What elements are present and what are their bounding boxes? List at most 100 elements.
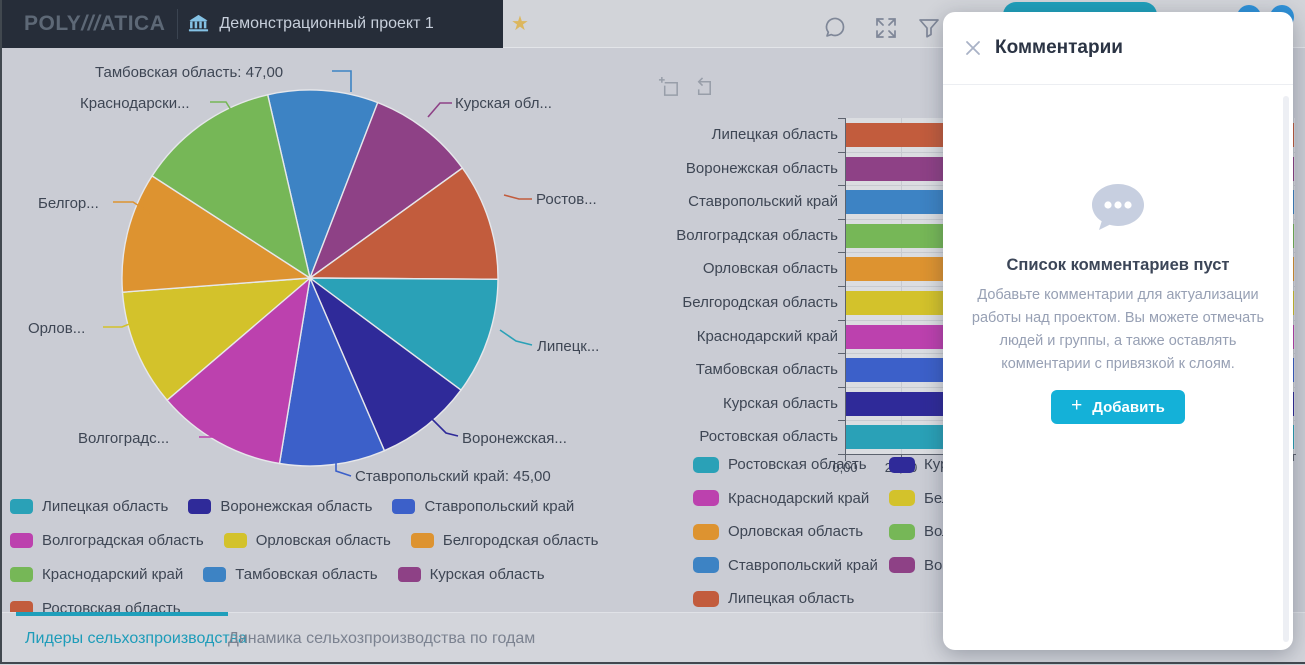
legend-item[interactable]: Краснодарский край <box>10 566 183 583</box>
pie-callout-line <box>499 329 533 346</box>
pie-callout-label: Волгоградс... <box>78 430 170 447</box>
bar-chart-toolbar <box>658 76 715 99</box>
pie-callout-line <box>431 418 459 437</box>
axis-tick <box>838 386 845 388</box>
empty-state-text: Добавьте комментарии для актуализации ра… <box>971 287 1265 372</box>
bar-category-label: Волгоградская область <box>676 226 838 244</box>
project-block: POLY///ATICA Демонстрационный проект 1 <box>0 0 503 48</box>
gridline <box>1293 118 1294 454</box>
legend-swatch <box>10 498 33 514</box>
pie-legend-row: Волгоградская область Орловская область Бе… <box>10 523 598 557</box>
legend-item[interactable]: Липецкая область <box>693 590 854 607</box>
legend-item[interactable]: Белгородская область <box>410 532 598 549</box>
legend-item[interactable]: Ростовская область <box>693 456 867 473</box>
axis-tick <box>838 353 845 355</box>
pie-slice-5[interactable] <box>278 275 386 467</box>
legend-swatch <box>410 532 434 548</box>
legend-swatch <box>693 557 719 573</box>
pie-slice-7[interactable] <box>121 277 313 402</box>
pie-callout-label: Курская обл... <box>455 95 552 112</box>
legend-label: Курская область <box>429 565 545 583</box>
bar-category-label: Краснодарский край <box>696 327 838 345</box>
legend-swatch <box>392 498 416 514</box>
pie-callout-line <box>199 425 230 438</box>
axis-tick <box>838 185 845 187</box>
pie-slice-2[interactable] <box>307 167 499 281</box>
panel-title: Комментарии <box>995 37 1123 58</box>
tab-leaders[interactable]: Лидеры сельхозпроизводства <box>25 630 247 647</box>
filter-icon[interactable] <box>916 15 942 41</box>
window-border-left <box>0 0 2 664</box>
pie-legend: Липецкая область Воронежская область Ставр… <box>10 489 598 625</box>
pie-legend-row: Краснодарский край Тамбовская область Курс… <box>10 557 598 591</box>
legend-swatch <box>693 523 719 540</box>
axis-tick <box>838 151 845 153</box>
pie-slice-8[interactable] <box>121 174 313 293</box>
crop-reset-icon[interactable] <box>692 76 715 99</box>
axis-tick <box>845 455 846 461</box>
add-comment-button[interactable]: + Добавить <box>1051 390 1185 424</box>
pie-callout-line <box>427 102 452 118</box>
pie-callout-label: Орлов... <box>28 320 86 337</box>
legend-label: Ставропольский край <box>424 497 575 515</box>
fullscreen-icon[interactable] <box>873 15 899 41</box>
legend-swatch <box>397 566 421 582</box>
legend-label: Ставропольский край <box>728 556 878 574</box>
legend-swatch <box>889 456 915 473</box>
pie-callout-line <box>503 194 532 200</box>
comments-icon[interactable] <box>822 15 848 41</box>
bank-icon <box>187 13 210 36</box>
star-icon[interactable]: ★ <box>511 13 529 35</box>
legend-swatch <box>203 566 227 582</box>
bar-category-label: Ростовская область <box>699 428 838 446</box>
legend-item[interactable]: Орловская область <box>223 531 391 549</box>
bar-category-label: Ставропольский край <box>688 193 838 211</box>
legend-item[interactable]: Воронежская область <box>188 498 372 515</box>
axis-tick <box>1293 455 1294 461</box>
legend-item[interactable]: Ставропольский край <box>392 498 574 515</box>
legend-item[interactable]: Орловская область <box>693 523 863 540</box>
legend-item[interactable]: Краснодарский край <box>693 490 869 507</box>
pie-legend-row: Липецкая область Воронежская область Ставр… <box>10 489 598 523</box>
panel-scrollbar[interactable] <box>1283 96 1289 642</box>
bar-category-label: Воронежская область <box>685 159 838 177</box>
pie-slice-9[interactable] <box>151 93 312 280</box>
legend-swatch <box>889 523 915 540</box>
legend-item[interactable]: Курская область <box>397 565 545 583</box>
close-icon[interactable] <box>964 39 982 57</box>
pie-callout-label: Тамбовская область: 47,00 <box>95 64 284 81</box>
legend-swatch <box>889 490 915 506</box>
legend-item[interactable]: Ставропольский край <box>693 557 878 574</box>
axis-tick <box>838 118 845 119</box>
plus-icon: + <box>1071 395 1083 416</box>
legend-swatch <box>188 498 212 514</box>
bar-category-label: Белгородская область <box>682 294 838 311</box>
axis-tick <box>838 286 845 287</box>
legend-label: Волгоградская область <box>42 531 204 549</box>
legend-label: Воронежская область <box>220 497 373 515</box>
pie-slice-0[interactable] <box>266 89 379 281</box>
legend-swatch <box>223 532 247 548</box>
axis-tick <box>838 319 845 321</box>
active-tab-indicator <box>16 612 228 616</box>
pie-callout-label: Белгор... <box>38 195 99 212</box>
legend-item[interactable]: Волгоградская область <box>10 532 204 549</box>
pie-slice-6[interactable] <box>166 276 312 465</box>
tab-dynamics[interactable]: Динамика сельхозпроизводства по годам <box>228 630 536 647</box>
legend-swatch <box>889 557 915 573</box>
speech-bubble-icon <box>1089 182 1147 232</box>
legend-item[interactable]: Тамбовская область <box>203 566 378 583</box>
pie-callout-line <box>113 201 151 214</box>
pie-slice-3[interactable] <box>307 277 499 392</box>
legend-item[interactable]: Липецкая область <box>10 498 168 515</box>
pie-slice-4[interactable] <box>308 275 462 452</box>
logo-slashes: /// <box>81 12 101 35</box>
axis-tick <box>838 454 845 455</box>
app-logo: POLY///ATICA <box>24 12 166 35</box>
legend-swatch <box>693 490 719 506</box>
bar-category-label: Тамбовская область <box>695 361 838 379</box>
pie-callout-line <box>210 101 237 119</box>
pie-slice-1[interactable] <box>308 101 464 280</box>
crop-add-icon[interactable] <box>658 76 681 99</box>
legend-label: Орловская область <box>255 531 391 549</box>
